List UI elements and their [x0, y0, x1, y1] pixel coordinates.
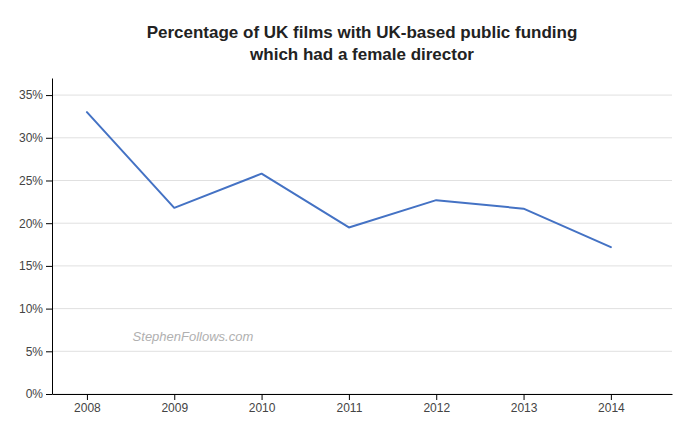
title: Percentage of UK films with UK-based pub… [147, 23, 578, 64]
tick-mark [46, 223, 52, 224]
grid-line [52, 137, 672, 138]
tick-label: 2010 [249, 401, 276, 415]
y-tick: 15% [19, 259, 52, 273]
tick-label: 20% [19, 217, 43, 231]
y-tick: 0% [26, 387, 52, 401]
y-tick: 25% [19, 174, 52, 188]
grid-line [52, 308, 672, 309]
tick-label: 2011 [336, 401, 362, 415]
x-tick: 2012 [423, 394, 450, 415]
tick-mark [87, 394, 88, 400]
axis-line [53, 394, 673, 395]
x-tick: 2013 [511, 394, 538, 415]
tick-label: 2013 [511, 401, 538, 415]
y-tick: 35% [19, 88, 52, 102]
tick-label: 10% [19, 302, 43, 316]
tick-mark [349, 394, 350, 400]
tick-label: 2012 [423, 401, 450, 415]
axis-line [52, 79, 53, 395]
tick-label: 2014 [598, 401, 625, 415]
tick-label: 5% [26, 345, 44, 359]
x-tick: 2014 [598, 394, 625, 415]
tick-mark [46, 351, 52, 352]
grid-line [52, 95, 672, 96]
y-tick: 5% [26, 345, 52, 359]
y-tick: 30% [19, 131, 52, 145]
line [87, 112, 611, 247]
grid-line [52, 394, 672, 395]
tick-label: 15% [19, 259, 43, 273]
grid-line [52, 265, 672, 266]
tick-mark [46, 309, 52, 310]
tick-label: 25% [19, 174, 43, 188]
chart: 0%5%10%15%20%25%30%35%200820092010201120… [0, 0, 700, 430]
title-line: which had a female director [249, 45, 474, 64]
x-tick: 2009 [161, 394, 188, 415]
tick-mark [524, 394, 525, 400]
tick-label: 0% [26, 387, 44, 401]
tick-label: 2009 [161, 401, 188, 415]
tick-label: 2008 [74, 401, 101, 415]
tick-mark [46, 394, 52, 395]
tick-mark [611, 394, 612, 400]
tick-mark [46, 95, 52, 96]
y-tick: 10% [19, 302, 52, 316]
grid-line [52, 180, 672, 181]
title-line: Percentage of UK films with UK-based pub… [147, 23, 578, 42]
marks [87, 112, 611, 247]
tick-mark [46, 266, 52, 267]
y-axis: 0% 5% 10% 15% 20% 25% 30% 35% [19, 79, 53, 402]
x-tick: 2011 [336, 394, 362, 415]
annotation: StephenFollows.com [133, 329, 254, 344]
tick-mark [174, 394, 175, 400]
x-axis: 2008 2009 2010 2011 2012 2013 2014 [53, 394, 673, 415]
plot: 0%5%10%15%20%25%30%35%200820092010201120… [19, 79, 673, 415]
tick-label: 35% [19, 88, 43, 102]
tick-mark [46, 180, 52, 181]
tick-mark [262, 394, 263, 400]
x-tick: 2008 [74, 394, 101, 415]
grid [52, 95, 672, 394]
y-tick: 20% [19, 217, 52, 231]
tick-mark [436, 394, 437, 400]
tick-mark [46, 138, 52, 139]
tick-label: 30% [19, 131, 43, 145]
x-tick: 2010 [249, 394, 276, 415]
grid-line [52, 351, 672, 352]
